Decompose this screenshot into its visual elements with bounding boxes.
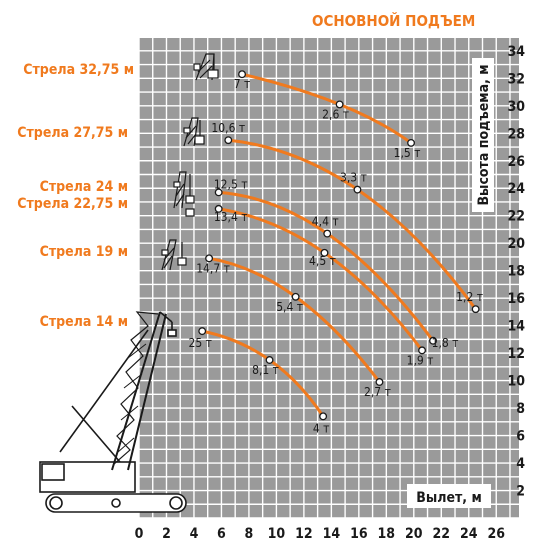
point-load-label: 1,2 т — [456, 290, 483, 304]
data-point — [429, 336, 437, 345]
y-tick-label: 2 — [516, 484, 525, 500]
x-tick-label: 0 — [135, 526, 144, 542]
data-point — [323, 229, 332, 238]
point-load-label: 25 т — [188, 336, 211, 350]
y-tick-label: 8 — [516, 401, 525, 417]
boom-icon-24 — [173, 171, 195, 217]
x-tick-labels: 0 2 4 6 8 10 12 14 16 18 20 22 24 26 — [135, 526, 506, 542]
x-tick-label: 8 — [245, 526, 254, 542]
y-axis-label: Высота подъема, м — [476, 64, 492, 205]
y-tick-label: 12 — [507, 346, 525, 362]
data-point — [471, 305, 480, 314]
crawler-crane-icon — [39, 311, 187, 513]
data-point — [375, 378, 384, 386]
x-tick-label: 16 — [350, 526, 368, 542]
y-axis-label-bg — [472, 58, 494, 212]
data-point — [265, 356, 274, 364]
y-tick-label: 10 — [507, 374, 525, 390]
point-load-label: 1,8 т — [432, 336, 459, 350]
x-axis-label: Вылет, м — [416, 490, 482, 506]
data-point — [418, 346, 426, 355]
point-load-label: 8,1 т — [252, 363, 279, 377]
point-load-label: 5,4 т — [276, 300, 303, 314]
data-points — [198, 70, 480, 421]
boom-label-27-75: Стрела 27,75 м — [17, 125, 128, 141]
x-tick-label: 18 — [378, 526, 396, 542]
boom-label-22-75: Стрела 22,75 м — [17, 196, 128, 212]
x-tick-label: 6 — [217, 526, 226, 542]
y-tick-label: 18 — [507, 264, 525, 280]
x-tick-label: 12 — [295, 526, 313, 542]
x-axis-label-bg — [407, 484, 491, 508]
y-tick-label: 20 — [507, 236, 525, 252]
boom-label-14: Стрела 14 м — [40, 314, 128, 330]
point-load-label: 4,5 т — [309, 254, 336, 268]
data-point — [224, 136, 233, 145]
boom-icon-27-75 — [183, 117, 205, 147]
point-load-label: 4 т — [313, 421, 330, 435]
data-point — [205, 254, 214, 263]
y-tick-label: 22 — [507, 209, 525, 225]
point-load-label: 7 т — [234, 77, 251, 91]
y-tick-label: 14 — [507, 319, 525, 335]
x-tick-label: 4 — [190, 526, 199, 542]
y-tick-label: 26 — [507, 154, 525, 170]
point-load-label: 1,9 т — [407, 353, 434, 367]
y-tick-label: 28 — [507, 126, 525, 142]
point-load-label: 10,6 т — [211, 121, 245, 135]
y-tick-label: 16 — [507, 291, 525, 307]
y-tick-label: 32 — [507, 71, 525, 87]
point-load-label: 4,4 т — [312, 215, 339, 229]
point-load-label: 2,6 т — [322, 107, 349, 121]
data-point — [238, 70, 246, 79]
x-tick-label: 2 — [162, 526, 171, 542]
data-point — [214, 204, 223, 213]
boom-label-24: Стрела 24 м — [40, 179, 128, 195]
point-load-label: 13,4 т — [214, 210, 248, 224]
point-load-label: 12,5 т — [214, 177, 248, 191]
boom-label-32-75: Стрела 32,75 м — [23, 62, 134, 78]
data-point — [407, 138, 416, 147]
point-labels: 7 т 2,6 т 1,5 т 10,6 т 3,3 т 1,2 т 12,5 т 4,4 т… — [188, 77, 483, 435]
data-point — [198, 327, 207, 336]
x-tick-label: 10 — [268, 526, 286, 542]
point-load-label: 14,7 т — [196, 261, 230, 275]
x-tick-label: 26 — [487, 526, 505, 542]
data-point — [319, 412, 328, 421]
x-tick-label: 24 — [460, 526, 478, 542]
data-point — [214, 188, 223, 197]
x-tick-label: 22 — [433, 526, 451, 542]
chart-title: ОСНОВНОЙ ПОДЪЕМ — [312, 11, 475, 30]
y-tick-label: 30 — [507, 99, 525, 115]
y-tick-label: 6 — [516, 429, 525, 445]
x-tick-label: 14 — [323, 526, 341, 542]
boom-icon-32-75 — [193, 53, 219, 81]
data-point — [335, 100, 344, 109]
boom-label-19: Стрела 19 м — [40, 244, 128, 260]
x-tick-label: 20 — [405, 526, 423, 542]
y-tick-label: 24 — [507, 181, 525, 197]
y-tick-label: 4 — [516, 456, 525, 472]
point-load-label: 2,7 т — [364, 385, 391, 399]
data-point — [353, 185, 362, 194]
point-load-label: 1,5 т — [394, 146, 421, 160]
y-tick-label: 34 — [507, 44, 525, 60]
data-point — [320, 248, 329, 257]
boom-icon-19 — [161, 239, 187, 271]
data-point — [291, 292, 300, 301]
point-load-label: 3,3 т — [340, 171, 367, 185]
